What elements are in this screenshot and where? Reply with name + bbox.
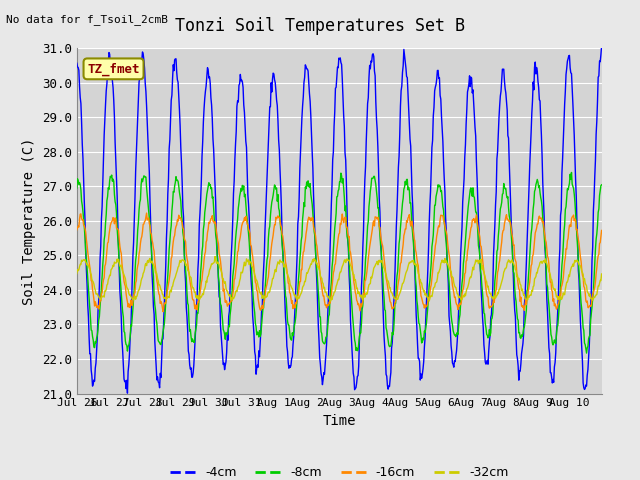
Y-axis label: Soil Temperature (C): Soil Temperature (C)	[22, 137, 36, 304]
X-axis label: Time: Time	[323, 414, 356, 428]
Text: Tonzi Soil Temperatures Set B: Tonzi Soil Temperatures Set B	[175, 17, 465, 35]
Text: No data for f_Tsoil_2cmB: No data for f_Tsoil_2cmB	[6, 14, 168, 25]
Text: TZ_fmet: TZ_fmet	[87, 62, 140, 75]
Legend: -4cm, -8cm, -16cm, -32cm: -4cm, -8cm, -16cm, -32cm	[165, 461, 513, 480]
